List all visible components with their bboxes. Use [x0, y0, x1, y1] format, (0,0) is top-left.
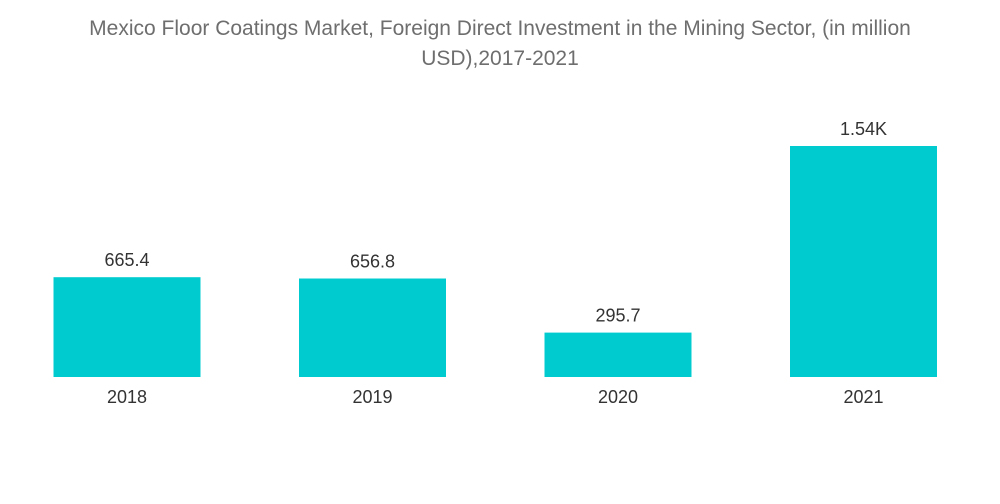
data-label-2021: 1.54K [840, 119, 887, 139]
chart-title-line-1: Mexico Floor Coatings Market, Foreign Di… [89, 17, 911, 40]
chart-title: Mexico Floor Coatings Market, Foreign Di… [0, 14, 1000, 74]
bar-2020 [544, 332, 692, 377]
bar-2021 [790, 146, 937, 377]
x-tick-label-2021: 2021 [843, 387, 883, 407]
x-tick-label-2020: 2020 [598, 387, 638, 407]
x-tick-label-2019: 2019 [352, 387, 392, 407]
bar-2018 [53, 277, 201, 377]
data-label-2020: 295.7 [595, 306, 640, 326]
data-label-2018: 665.4 [104, 250, 149, 270]
x-tick-label-2018: 2018 [107, 387, 147, 407]
bar-2019 [299, 278, 446, 377]
data-label-2019: 656.8 [350, 252, 395, 272]
chart-title-line-2: USD),2017-2021 [421, 47, 579, 70]
